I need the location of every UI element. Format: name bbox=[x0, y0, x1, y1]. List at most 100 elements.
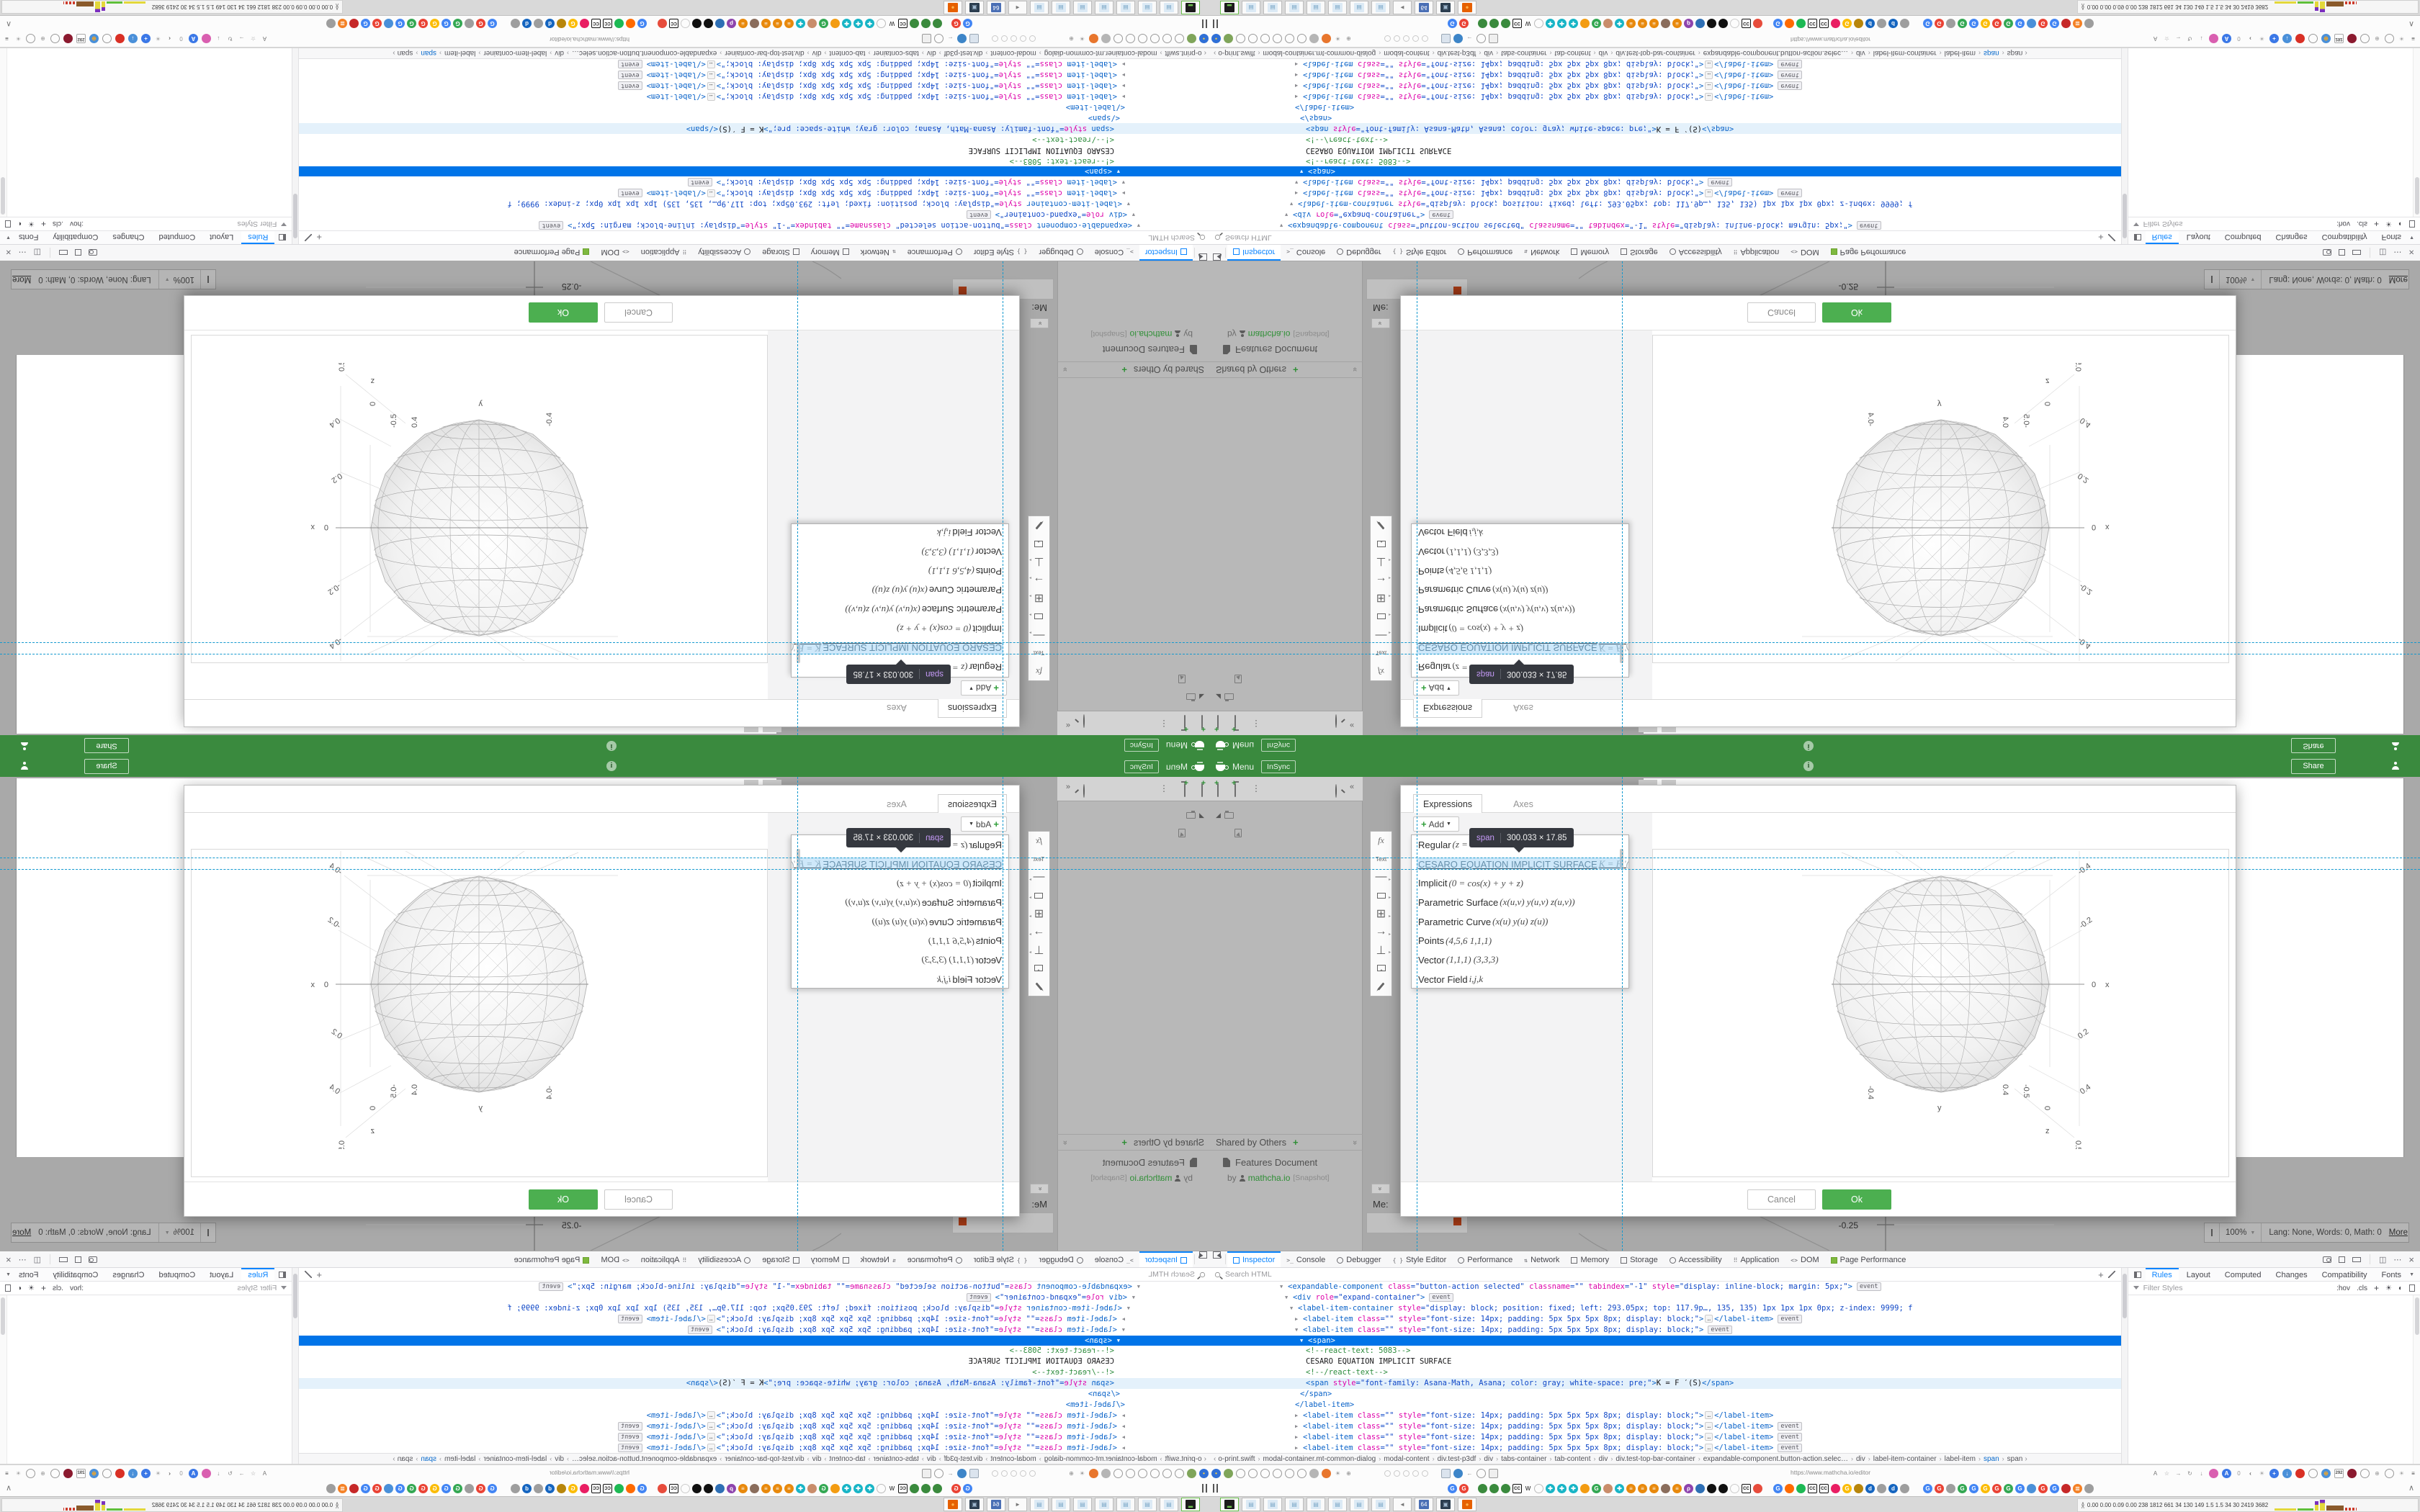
print-simulation-icon[interactable] bbox=[5, 1284, 11, 1292]
sidebar-toggle-icon[interactable] bbox=[2133, 234, 2141, 241]
screenshot-icon[interactable] bbox=[2323, 249, 2331, 256]
toolbar-icon[interactable] bbox=[1020, 1470, 1026, 1477]
tab-layout[interactable]: Layout bbox=[2186, 1271, 2210, 1279]
toolbar-icon[interactable] bbox=[1113, 1468, 1123, 1478]
tab-console[interactable]: >_ Console bbox=[1094, 1256, 1134, 1264]
collapse-section-icon[interactable]: » bbox=[1350, 367, 1359, 372]
chevron-down-icon[interactable]: ▼ bbox=[2409, 1272, 2414, 1277]
toolbar-icon[interactable]: A bbox=[262, 1470, 267, 1477]
toolbar-icon[interactable]: A bbox=[2153, 1470, 2158, 1477]
toolbar-icon[interactable] bbox=[807, 1484, 817, 1493]
toolbar-icon[interactable]: ρ bbox=[727, 1484, 736, 1493]
toolbar-icon[interactable]: G bbox=[488, 1484, 497, 1493]
toolbar-icon[interactable] bbox=[1489, 1484, 1499, 1493]
toolbar-icon[interactable]: G bbox=[951, 19, 961, 28]
tab-changes[interactable]: Changes bbox=[112, 1271, 145, 1279]
taskbar-window-button[interactable]: ▤ bbox=[1350, 1, 1368, 14]
toolbar-icon[interactable]: G bbox=[1592, 1484, 1601, 1493]
cancel-button[interactable]: Cancel bbox=[604, 302, 673, 323]
tab-rules[interactable]: Rules bbox=[241, 231, 275, 244]
responsive-mode-icon[interactable] bbox=[2339, 1256, 2345, 1263]
toolbar-icon[interactable] bbox=[1831, 1484, 1840, 1493]
toolbar-icon[interactable] bbox=[1175, 1468, 1184, 1478]
toolbar-icon[interactable]: ⊕ bbox=[1069, 1470, 1074, 1477]
rules-scrollbar[interactable] bbox=[2413, 1295, 2420, 1464]
toolbar-icon[interactable]: G bbox=[1969, 19, 1978, 28]
toolbar-icon[interactable] bbox=[1877, 1484, 1886, 1493]
tab-debugger[interactable]: Debugger bbox=[1331, 245, 1386, 261]
toolbar-icon[interactable] bbox=[1707, 19, 1716, 28]
tab-inspector[interactable]: Inspector bbox=[1139, 1251, 1193, 1267]
caret-icon[interactable]: ◢ bbox=[1199, 693, 1204, 701]
toolbar-icon[interactable]: → bbox=[2175, 1470, 2182, 1477]
tab-expressions[interactable]: Expressions bbox=[1413, 794, 1482, 813]
taskbar-window-button[interactable]: ◄ bbox=[1008, 1498, 1027, 1511]
toolbar-icon[interactable] bbox=[2027, 19, 2036, 28]
shape-tool[interactable]: ▸ bbox=[1371, 886, 1392, 904]
image-tool[interactable] bbox=[1371, 959, 1392, 977]
toolbar-icon[interactable]: d bbox=[1865, 1484, 1875, 1493]
toolbar-icon[interactable] bbox=[2347, 1468, 2357, 1478]
scroll-left-icon[interactable]: ‹ bbox=[1214, 49, 1216, 57]
toolbar-icon[interactable] bbox=[992, 35, 998, 42]
more-options-icon[interactable]: ⋮ bbox=[1252, 783, 1260, 793]
collapse-section-icon[interactable]: » bbox=[1350, 1140, 1359, 1145]
tab-debugger[interactable]: Debugger bbox=[1033, 245, 1088, 261]
taskbar-window-button[interactable]: ● bbox=[944, 1498, 962, 1511]
toolbar-icon[interactable] bbox=[1718, 1484, 1728, 1493]
toolbar-icon[interactable]: ⊕ bbox=[1346, 35, 1351, 42]
toolbar-icon[interactable]: ☆ bbox=[2164, 35, 2170, 42]
add-rule-icon[interactable]: + bbox=[2373, 1283, 2379, 1293]
toolbar-icon[interactable] bbox=[1101, 34, 1111, 44]
toolbar-icon[interactable]: G bbox=[2004, 19, 2013, 28]
caret-icon[interactable]: ◢ bbox=[1216, 693, 1221, 701]
chevron-up-icon[interactable]: ∧ bbox=[6, 19, 12, 28]
tab-storage[interactable]: Storage bbox=[756, 1251, 805, 1267]
menu-item-vector[interactable]: Vector (1,1,1) (3,3,3) bbox=[921, 546, 1002, 558]
toolbar-icon[interactable]: G bbox=[442, 19, 451, 28]
html-markup-tree[interactable]: ▼<expandable-component class="button-act… bbox=[1210, 59, 2121, 230]
tab-memory[interactable]: Memory bbox=[1565, 245, 1615, 261]
meatball-menu-icon[interactable]: ⋯ bbox=[18, 1255, 27, 1264]
taskbar-window-button[interactable]: ● bbox=[944, 1, 962, 14]
tab-computed[interactable]: Computed bbox=[158, 1271, 196, 1279]
toolbar-icon[interactable]: G bbox=[637, 19, 647, 28]
shared-by-others-section[interactable]: Shared by Others + » bbox=[1057, 1134, 1210, 1151]
menu-item-implicit[interactable]: Implicit (0 = cos(x) + y + z) bbox=[1418, 623, 1524, 635]
dark-scheme-icon[interactable]: ◐ bbox=[17, 220, 22, 228]
menu-item-parametric-curve[interactable]: Parametric Curve (x(u) y(u) z(u)) bbox=[871, 916, 1002, 927]
tab-accessibility[interactable]: Accessibility bbox=[1664, 1251, 1728, 1267]
toolbar-icon[interactable] bbox=[580, 19, 589, 28]
toolbar-icon[interactable]: A bbox=[2153, 35, 2158, 42]
toolbar-icon[interactable]: ⊕ bbox=[40, 35, 45, 42]
toolbar-icon[interactable]: ☀ bbox=[2398, 35, 2405, 42]
sidebar-toggle-icon[interactable] bbox=[2133, 1271, 2141, 1278]
toolbar-icon[interactable] bbox=[349, 1484, 359, 1493]
toolbar-icon[interactable]: • bbox=[1211, 34, 1221, 44]
image-tool[interactable] bbox=[1028, 959, 1049, 977]
toolbar-icon[interactable]: ↓ bbox=[128, 34, 138, 44]
search-html-input[interactable]: Search HTML bbox=[1225, 233, 1272, 242]
toolbar-icon[interactable] bbox=[1534, 1484, 1543, 1493]
toolbar-icon[interactable] bbox=[202, 1468, 211, 1478]
tab-compatibility[interactable]: Compatibility bbox=[53, 1271, 99, 1279]
html-markup-tree[interactable]: ▼<expandable-component class="button-act… bbox=[1210, 1282, 2121, 1453]
shape-tool[interactable]: ▸ bbox=[1371, 608, 1392, 626]
toolbar-icon[interactable]: ✚ bbox=[796, 19, 805, 28]
toolbar-icon[interactable] bbox=[1029, 1470, 1036, 1477]
arrow-tool[interactable]: → ▸ bbox=[1375, 574, 1392, 587]
toolbar-icon[interactable]: ≡ bbox=[1638, 19, 1647, 28]
more-options-icon[interactable]: ⋮ bbox=[1160, 783, 1168, 793]
taskbar-window-button[interactable]: ▤ bbox=[1328, 1498, 1347, 1511]
toolbar-icon[interactable]: W bbox=[889, 1485, 895, 1492]
taskbar-window-button[interactable]: ▤ bbox=[1263, 1498, 1282, 1511]
scroll-right-icon[interactable]: › bbox=[2025, 1455, 2027, 1463]
toolbar-icon[interactable]: 292 bbox=[2334, 1468, 2344, 1478]
toolbar-icon[interactable]: ↓ bbox=[2282, 1468, 2292, 1478]
toolbar-icon[interactable] bbox=[957, 34, 967, 44]
tab-memory[interactable]: Memory bbox=[805, 1251, 855, 1267]
more-options-icon[interactable]: ⋮ bbox=[1252, 719, 1260, 729]
toolbar-icon[interactable]: ✚ bbox=[853, 19, 863, 28]
breadcrumb[interactable]: ‹ o-print.swift›modal-container.mt-commo… bbox=[299, 1453, 1210, 1464]
tree-folder-row[interactable]: ◢ bbox=[1216, 693, 1234, 701]
